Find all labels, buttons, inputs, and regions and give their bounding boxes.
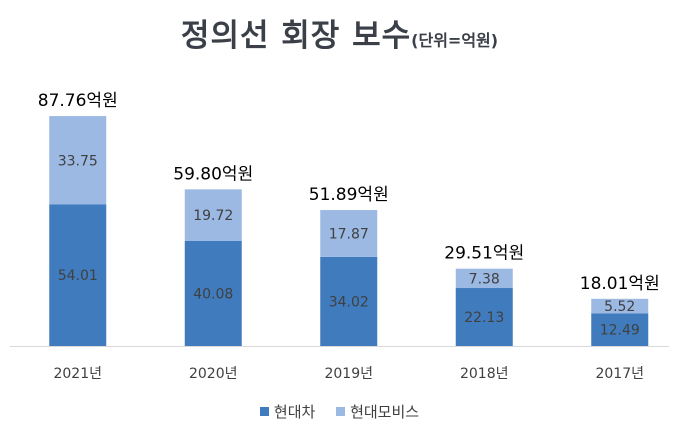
legend-label-hyundai-mobis: 현대모비스 — [350, 403, 420, 421]
data-label-hyundai-motor: 54.01 — [58, 268, 98, 284]
chart-legend: 현대차 현대모비스 — [0, 401, 679, 422]
x-tick-label: 2017년 — [595, 366, 644, 382]
total-label: 51.89억원 — [309, 185, 389, 205]
bar-segment-hyundai-motor — [49, 204, 107, 346]
bar-segment-hyundai-motor — [455, 288, 513, 346]
x-tick-label: 2020년 — [189, 366, 238, 382]
data-label-hyundai-mobis: 5.52 — [604, 299, 635, 315]
data-label-hyundai-mobis: 17.87 — [329, 226, 369, 242]
bar-segment-hyundai-mobis — [320, 210, 378, 257]
legend-swatch-hyundai-motor — [259, 407, 269, 416]
data-label-hyundai-motor: 22.13 — [464, 310, 504, 326]
data-label-hyundai-motor: 34.02 — [329, 294, 369, 310]
x-tick-label: 2021년 — [53, 366, 102, 382]
data-label-hyundai-motor: 12.49 — [600, 323, 640, 339]
bar-segment-hyundai-motor — [591, 313, 649, 346]
chart-title-unit: (단위=억원) — [411, 31, 499, 50]
bar-segment-hyundai-mobis — [184, 189, 242, 241]
total-label: 18.01억원 — [580, 274, 660, 294]
x-tick-label: 2019년 — [324, 366, 373, 382]
total-label: 87.76억원 — [38, 91, 118, 111]
x-tick-label: 2018년 — [460, 366, 509, 382]
legend-swatch-hyundai-mobis — [336, 407, 346, 416]
data-label-hyundai-mobis: 19.72 — [193, 208, 233, 224]
bar-segment-hyundai-mobis — [49, 116, 107, 205]
data-label-hyundai-mobis: 33.75 — [58, 153, 98, 169]
legend-item-hyundai-motor: 현대차 — [259, 401, 316, 422]
bar-segment-hyundai-mobis — [455, 268, 513, 289]
chart-title-main: 정의선 회장 보수 — [180, 18, 412, 54]
bar-segment-hyundai-mobis — [591, 298, 649, 314]
bar-segment-hyundai-motor — [184, 240, 242, 346]
data-label-hyundai-mobis: 7.38 — [469, 271, 500, 287]
total-label: 29.51억원 — [444, 244, 524, 264]
chart-title: 정의선 회장 보수(단위=억원) — [0, 10, 679, 55]
bar-segment-hyundai-motor — [320, 256, 378, 346]
data-label-hyundai-motor: 40.08 — [193, 286, 233, 302]
total-label: 59.80억원 — [173, 164, 253, 184]
legend-label-hyundai-motor: 현대차 — [273, 403, 316, 421]
legend-item-hyundai-mobis: 현대모비스 — [336, 401, 419, 422]
